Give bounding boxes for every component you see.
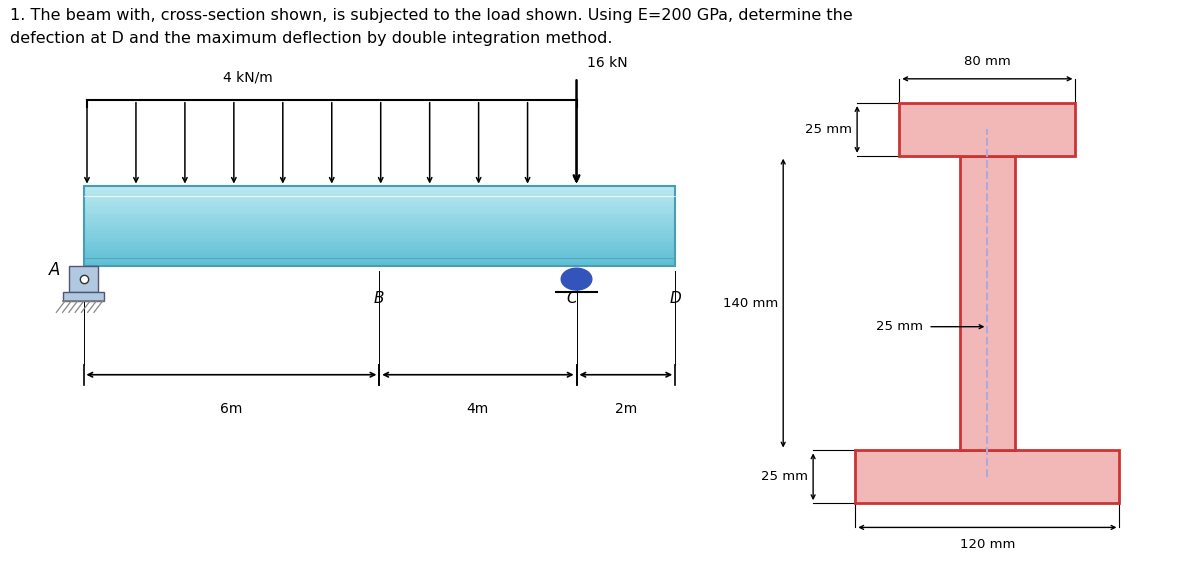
- Bar: [84, 194, 676, 198]
- Bar: [84, 210, 676, 214]
- Text: C: C: [566, 291, 576, 306]
- Text: 2m: 2m: [614, 402, 637, 416]
- Polygon shape: [68, 266, 98, 293]
- Bar: [856, 450, 1120, 503]
- Text: B: B: [374, 291, 384, 306]
- Bar: [84, 226, 676, 230]
- Text: defection at D and the maximum deflection by double integration method.: defection at D and the maximum deflectio…: [10, 31, 612, 46]
- Text: 140 mm: 140 mm: [722, 297, 778, 310]
- Bar: [84, 218, 676, 222]
- Bar: [84, 242, 676, 246]
- Bar: [899, 103, 1075, 156]
- Bar: [84, 258, 676, 262]
- Circle shape: [562, 268, 592, 290]
- Bar: [84, 202, 676, 206]
- Text: 6m: 6m: [221, 402, 242, 416]
- Bar: [84, 246, 676, 250]
- Bar: [84, 250, 676, 254]
- Bar: [84, 198, 676, 202]
- Bar: [84, 234, 676, 238]
- Bar: [84, 254, 676, 258]
- Bar: [84, 222, 676, 226]
- Text: 120 mm: 120 mm: [960, 538, 1015, 551]
- Bar: [84, 230, 676, 234]
- Text: D: D: [670, 291, 680, 306]
- Text: 80 mm: 80 mm: [964, 55, 1010, 68]
- Text: 1. The beam with, cross-section shown, is subjected to the load shown. Using E=2: 1. The beam with, cross-section shown, i…: [10, 8, 852, 24]
- Bar: [84, 214, 676, 218]
- Text: 4 kN/m: 4 kN/m: [223, 71, 274, 85]
- Text: 25 mm: 25 mm: [805, 123, 852, 136]
- Text: 25 mm: 25 mm: [876, 320, 923, 333]
- Text: 25 mm: 25 mm: [761, 470, 808, 483]
- Bar: [84, 186, 676, 266]
- Bar: [84, 186, 676, 190]
- Bar: [62, 293, 104, 301]
- Bar: [960, 156, 1015, 450]
- Text: 4m: 4m: [467, 402, 490, 416]
- Text: A: A: [49, 261, 60, 279]
- Bar: [84, 262, 676, 266]
- Text: 16 kN: 16 kN: [587, 56, 628, 70]
- Bar: [84, 206, 676, 210]
- Bar: [84, 190, 676, 194]
- Bar: [84, 238, 676, 242]
